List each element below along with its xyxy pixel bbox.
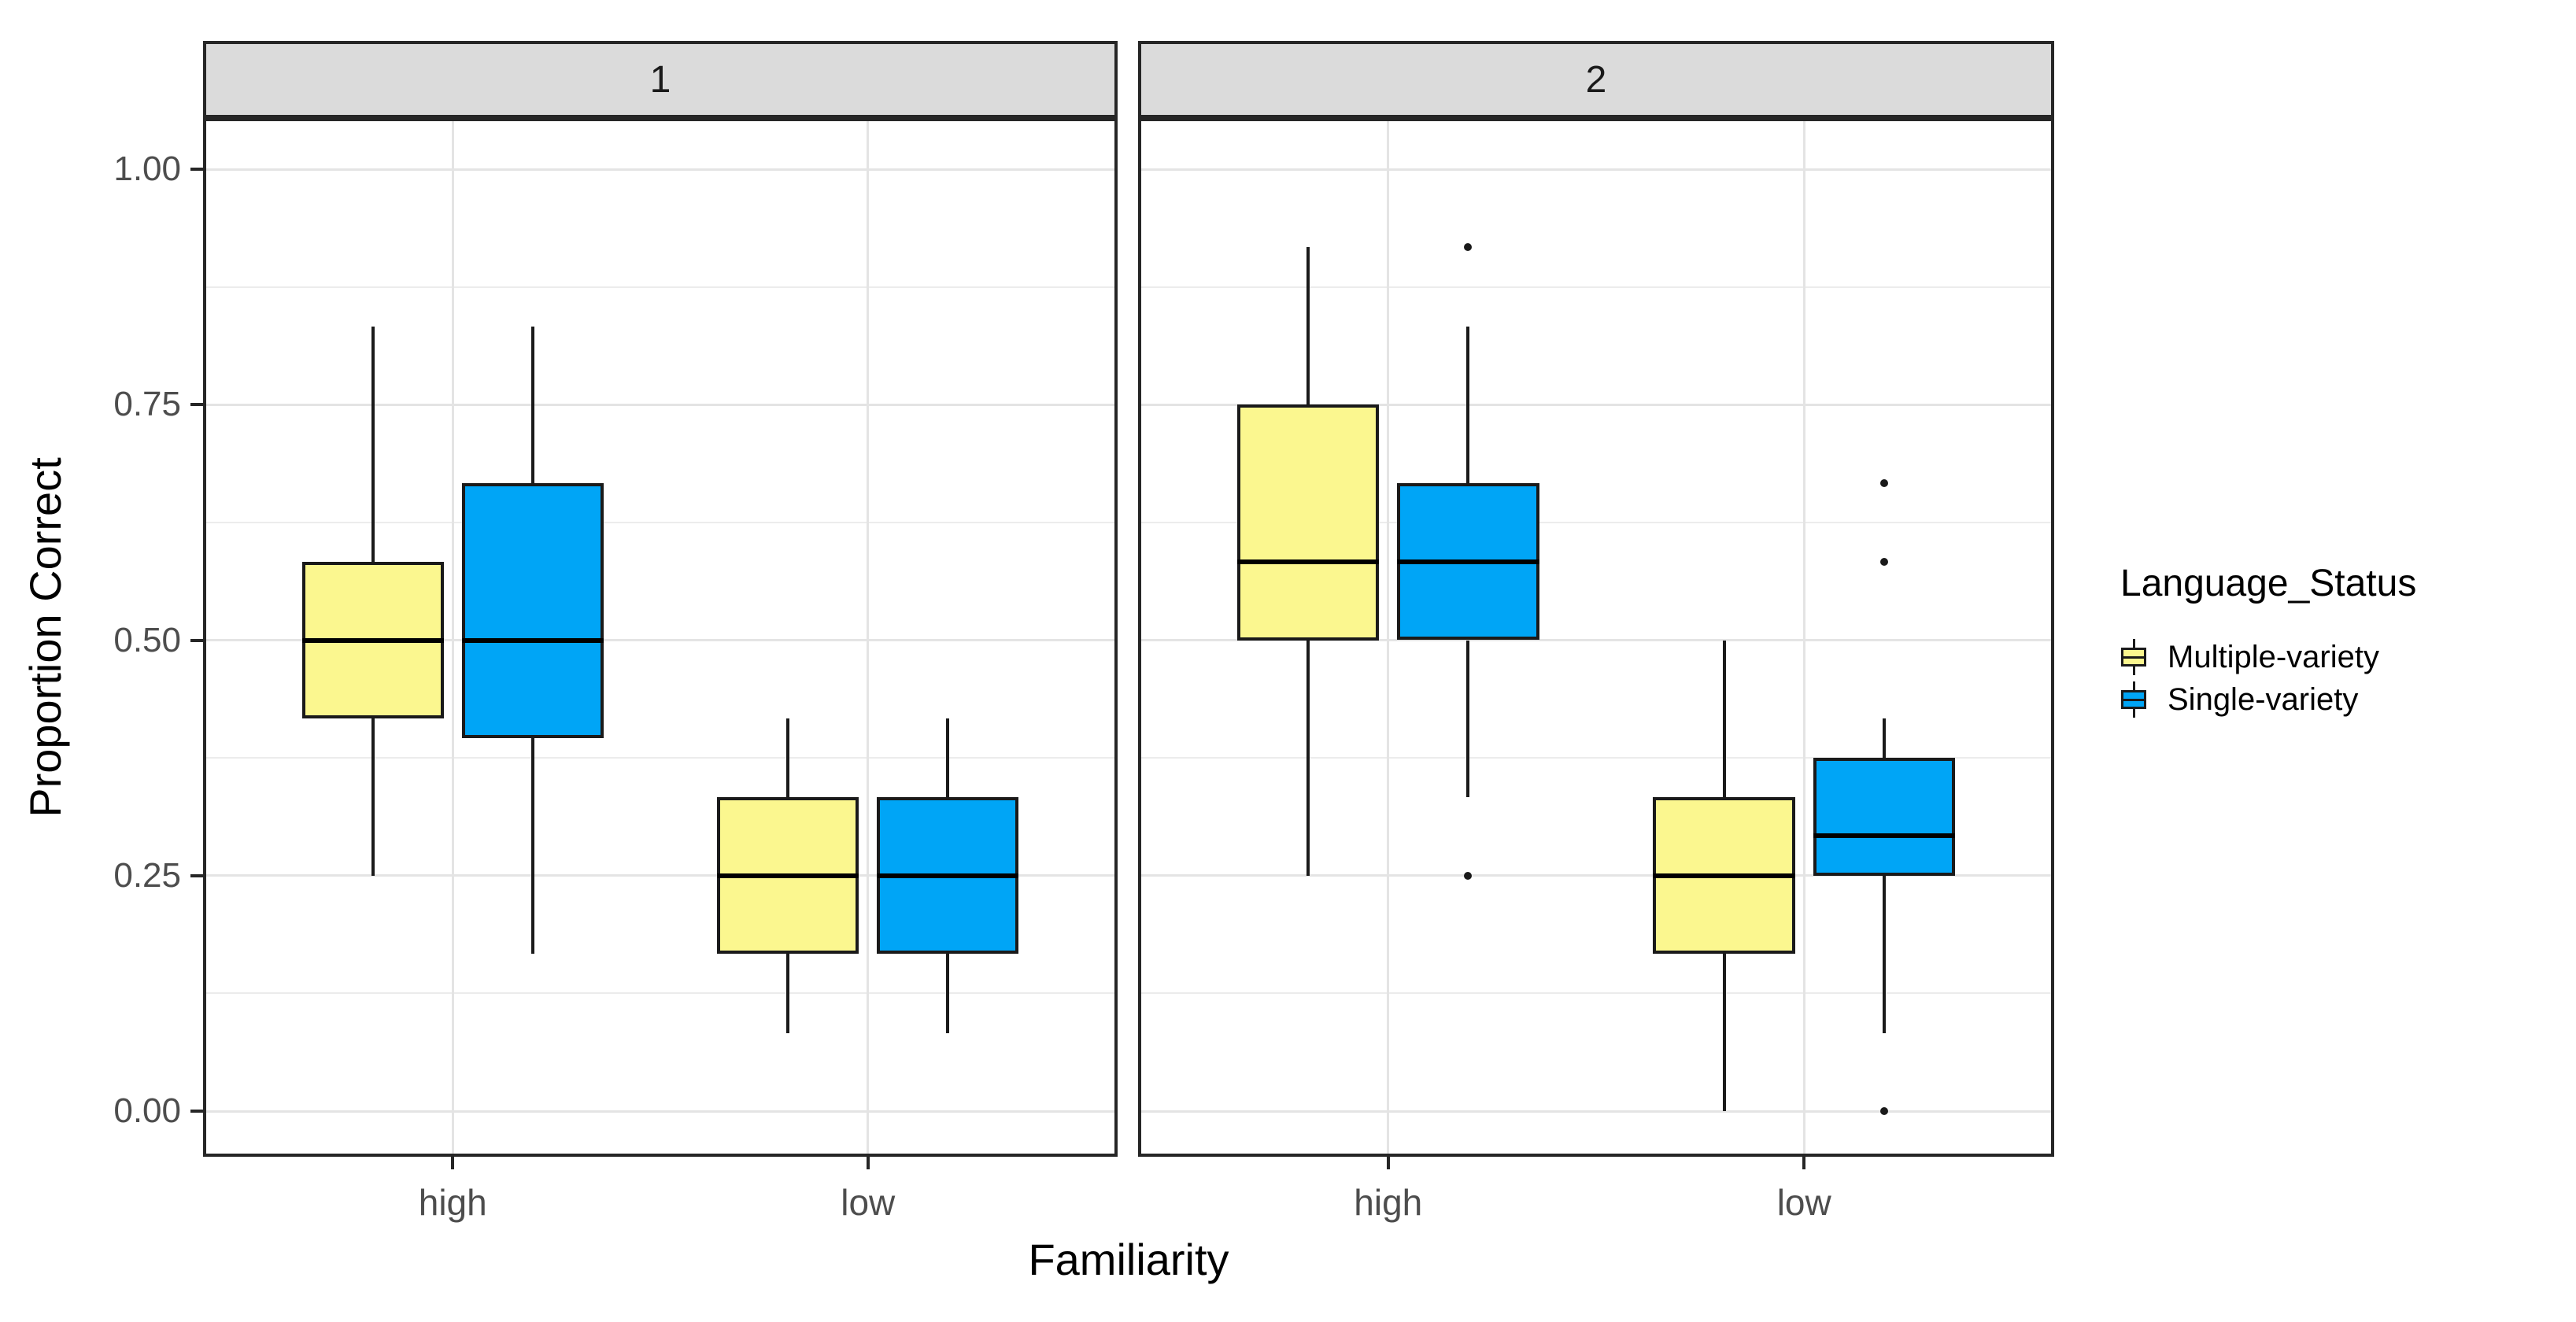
boxplot-whisker-lower bbox=[1466, 640, 1470, 798]
boxplot-median-line bbox=[1653, 873, 1795, 878]
y-tick-label: 1.00 bbox=[113, 150, 181, 188]
boxplot-whisker-lower bbox=[371, 718, 375, 876]
facet-strip-2: 2 bbox=[1138, 41, 2054, 118]
x-tick-mark bbox=[1802, 1157, 1806, 1169]
major-gridline bbox=[206, 403, 1114, 406]
facet-strip-label: 2 bbox=[1585, 58, 1607, 101]
boxplot-whisker-upper bbox=[786, 718, 790, 798]
boxplot-box bbox=[1236, 404, 1380, 641]
boxplot-box bbox=[1813, 758, 1956, 876]
x-tick-label: low bbox=[1776, 1182, 1831, 1223]
major-gridline bbox=[1141, 403, 2051, 406]
x-tick-mark bbox=[451, 1157, 455, 1169]
minor-gridline bbox=[1141, 521, 2051, 523]
minor-gridline bbox=[1141, 992, 2051, 995]
major-gridline bbox=[206, 168, 1114, 171]
boxplot-median-line bbox=[1813, 833, 1956, 839]
major-gridline bbox=[206, 874, 1114, 877]
boxplot-whisker-lower bbox=[946, 954, 950, 1033]
facet-strip-1: 1 bbox=[203, 41, 1118, 118]
boxplot-whisker-lower bbox=[1306, 640, 1310, 876]
y-axis-title: Proportion Correct bbox=[20, 457, 70, 818]
major-gridline-vertical bbox=[451, 121, 454, 1154]
outlier-dot bbox=[1879, 478, 1888, 487]
outlier-dot bbox=[1464, 243, 1473, 252]
x-tick-mark bbox=[866, 1157, 870, 1169]
boxplot-whisker-lower bbox=[1882, 875, 1886, 1033]
boxplot-key-icon bbox=[2120, 639, 2147, 675]
boxplot-whisker-upper bbox=[1722, 640, 1726, 798]
boxplot-whisker-upper bbox=[530, 326, 534, 483]
boxplot-median-line bbox=[301, 637, 444, 643]
y-tick-label: 0.50 bbox=[113, 620, 181, 659]
x-tick-label: high bbox=[418, 1182, 487, 1223]
major-gridline bbox=[1141, 1110, 2051, 1113]
facet-strip-label: 1 bbox=[649, 58, 671, 101]
minor-gridline bbox=[1141, 286, 2051, 288]
outlier-dot bbox=[1879, 558, 1888, 567]
minor-gridline bbox=[206, 992, 1114, 995]
y-tick-mark bbox=[190, 1110, 203, 1113]
boxplot-whisker-upper bbox=[1466, 326, 1470, 483]
major-gridline-vertical bbox=[867, 121, 870, 1154]
x-tick-mark bbox=[1386, 1157, 1390, 1169]
major-gridline-vertical bbox=[1387, 121, 1390, 1154]
y-tick-label: 0.25 bbox=[113, 855, 181, 895]
y-tick-label: 0.75 bbox=[113, 385, 181, 424]
boxplot-whisker-upper bbox=[946, 718, 950, 798]
major-gridline bbox=[1141, 168, 2051, 171]
major-gridline bbox=[206, 639, 1114, 641]
major-gridline bbox=[1141, 639, 2051, 641]
boxplot-median-line bbox=[1236, 559, 1380, 565]
major-gridline bbox=[1141, 874, 2051, 877]
boxplot-whisker-lower bbox=[530, 737, 534, 955]
x-tick-label: high bbox=[1354, 1182, 1423, 1223]
y-tick-mark bbox=[190, 168, 203, 171]
y-tick-label: 0.00 bbox=[113, 1091, 181, 1130]
boxplot-whisker-upper bbox=[1882, 718, 1886, 759]
outlier-dot bbox=[1879, 1107, 1888, 1115]
boxplot-whisker-lower bbox=[786, 954, 790, 1033]
boxplot-box bbox=[461, 482, 604, 738]
legend-item-label: Single-variety bbox=[2168, 681, 2359, 717]
outlier-dot bbox=[1464, 871, 1473, 880]
major-gridline-vertical bbox=[1802, 121, 1805, 1154]
legend-item-single-variety: Single-variety bbox=[2120, 678, 2416, 721]
y-tick-mark bbox=[190, 873, 203, 877]
boxplot-key-icon bbox=[2120, 681, 2147, 718]
boxplot-median-line bbox=[877, 873, 1019, 878]
boxplot-whisker-upper bbox=[371, 326, 375, 563]
facet-panel-2 bbox=[1138, 118, 2054, 1157]
boxplot-median-line bbox=[1397, 559, 1539, 565]
minor-gridline bbox=[1141, 757, 2051, 759]
boxplot-whisker-lower bbox=[1722, 954, 1726, 1111]
boxplot-median-line bbox=[717, 873, 859, 878]
legend: Language_Status Multiple-variety Single-… bbox=[2120, 560, 2416, 721]
minor-gridline bbox=[206, 286, 1114, 288]
minor-gridline bbox=[206, 757, 1114, 759]
x-tick-label: low bbox=[841, 1182, 896, 1223]
boxplot-median-line bbox=[461, 637, 604, 643]
facet-panel-1 bbox=[203, 118, 1118, 1157]
y-tick-mark bbox=[190, 403, 203, 407]
major-gridline bbox=[206, 1110, 1114, 1113]
minor-gridline bbox=[206, 521, 1114, 523]
y-tick-mark bbox=[190, 638, 203, 642]
x-axis-title: Familiarity bbox=[1028, 1235, 1229, 1284]
legend-item-label: Multiple-variety bbox=[2168, 639, 2379, 674]
boxplot-whisker-upper bbox=[1306, 247, 1310, 405]
legend-title: Language_Status bbox=[2120, 563, 2417, 604]
legend-item-multiple-variety: Multiple-variety bbox=[2120, 636, 2416, 678]
